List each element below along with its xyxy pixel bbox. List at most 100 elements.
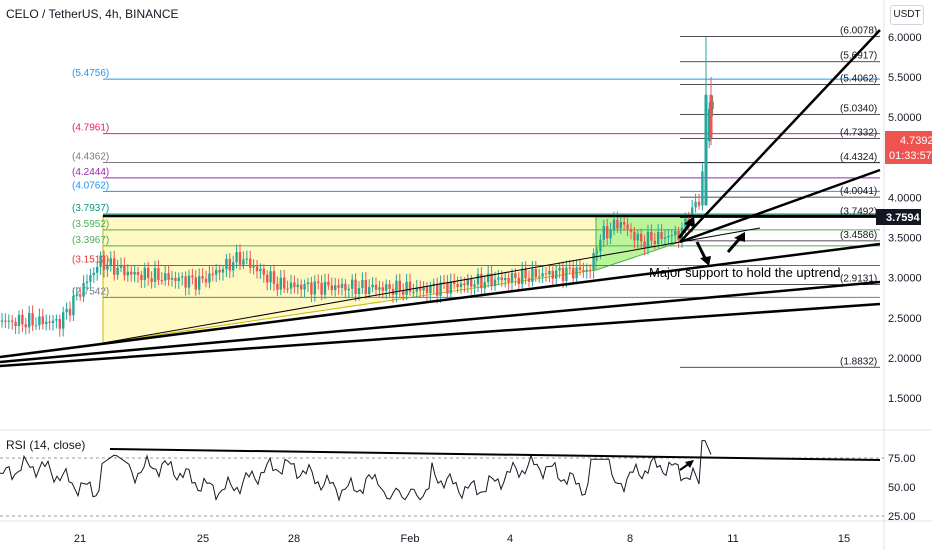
ext-level-label: (5.0340) xyxy=(840,103,877,114)
candle-body xyxy=(364,279,367,294)
candle-body xyxy=(609,230,612,239)
candle-body xyxy=(415,287,418,292)
candle-body xyxy=(374,284,378,290)
candle-body xyxy=(470,279,473,287)
price-tick-label: 2.0000 xyxy=(888,353,922,365)
candle-body xyxy=(510,273,514,283)
fib-level-label: (4.2444) xyxy=(72,167,109,178)
candle-body xyxy=(555,270,558,279)
candle-body xyxy=(208,273,211,283)
candle-body xyxy=(113,258,116,275)
candle-body xyxy=(531,268,534,282)
candle-body xyxy=(385,284,388,291)
candle-body xyxy=(599,239,602,252)
rsi-trendline[interactable] xyxy=(109,448,881,461)
rsi-line xyxy=(0,440,712,502)
trendline-steep[interactable] xyxy=(679,29,881,243)
ext-level-label: (4.0041) xyxy=(840,186,877,197)
candle-body xyxy=(439,282,442,296)
price-tick-label: 5.0000 xyxy=(888,112,922,124)
price-tick-label: 6.0000 xyxy=(888,32,922,44)
candle-body xyxy=(48,321,51,323)
candle-body xyxy=(453,281,456,285)
candle-body xyxy=(629,229,633,232)
candle-body xyxy=(663,237,667,239)
ext-level-label: (5.6917) xyxy=(840,51,877,62)
candle-body xyxy=(548,270,551,275)
ext-level-label: (4.4324) xyxy=(840,152,877,163)
candle-body xyxy=(568,267,571,269)
candle-body xyxy=(592,252,595,271)
candle-body xyxy=(419,287,422,291)
fib-level-label: (4.7961) xyxy=(72,123,109,134)
candle-body xyxy=(612,219,616,231)
trendline-mid[interactable] xyxy=(679,168,881,244)
candle-body xyxy=(140,274,143,280)
candle-body xyxy=(643,241,646,248)
candle-body xyxy=(405,281,408,295)
price-tick-label: 2.5000 xyxy=(888,313,922,325)
candle-body xyxy=(334,285,337,291)
candle-body xyxy=(487,273,490,283)
candle-body xyxy=(313,281,316,295)
candle-body xyxy=(708,108,711,142)
rsi-title: RSI (14, close) xyxy=(6,438,86,452)
time-tick-label: 15 xyxy=(838,533,850,545)
candle-body xyxy=(150,278,153,282)
candle-body xyxy=(561,267,565,282)
candle-body xyxy=(242,259,245,265)
candle-body xyxy=(619,221,622,229)
candle-body xyxy=(527,278,531,282)
candle-body xyxy=(660,232,663,239)
candle-body xyxy=(388,284,391,289)
last-price-badge xyxy=(885,131,932,164)
candle-body xyxy=(551,270,554,279)
candle-body xyxy=(640,233,643,242)
candle-body xyxy=(320,282,323,295)
trendline-3[interactable] xyxy=(0,302,881,368)
trendline-2[interactable] xyxy=(0,280,881,364)
fib-level-label: (2.7542) xyxy=(72,286,109,297)
candle-body xyxy=(578,267,582,270)
candle-body xyxy=(41,316,44,325)
candle-body xyxy=(157,268,160,281)
countdown-label: 01:33:57 xyxy=(889,150,932,162)
candle-body xyxy=(286,288,289,290)
candle-body xyxy=(160,280,163,282)
candle-body xyxy=(368,287,371,294)
ext-level-label: (3.4586) xyxy=(840,230,877,241)
candle-body xyxy=(456,284,459,288)
currency-selector[interactable]: USDT xyxy=(890,5,924,25)
price-tick-label: 4.0000 xyxy=(888,192,922,204)
price-tick-label: 1.5000 xyxy=(888,393,922,405)
candle-body xyxy=(327,281,330,286)
candle-body xyxy=(45,321,48,325)
candle-body xyxy=(92,272,95,276)
yellow-zone-bottom-line[interactable] xyxy=(102,227,761,344)
candle-body xyxy=(184,276,187,288)
candle-body xyxy=(153,268,157,282)
candle-body xyxy=(75,295,78,297)
candle-body xyxy=(279,277,282,290)
candle-body xyxy=(4,320,7,322)
trendline-1[interactable] xyxy=(0,242,881,359)
candle-body xyxy=(711,101,714,109)
support-annotation: Major support to hold the uptrend xyxy=(649,265,841,280)
candle-body xyxy=(626,224,629,230)
candle-body xyxy=(65,308,68,313)
ext-level-label: (6.0078) xyxy=(840,25,877,36)
time-tick-label: 21 xyxy=(74,533,86,545)
candle-body xyxy=(28,313,31,328)
rsi-tick-label: 50.00 xyxy=(888,482,916,494)
candle-body xyxy=(133,271,136,275)
candle-body xyxy=(296,284,299,288)
candle-body xyxy=(595,251,599,253)
candle-body xyxy=(82,283,85,297)
fib-level-label: (3.1512) xyxy=(72,255,109,266)
ext-level-label: (1.8832) xyxy=(840,356,877,367)
candle-body xyxy=(650,231,653,241)
candle-body xyxy=(272,271,276,284)
candle-body xyxy=(504,278,507,281)
candle-body xyxy=(72,295,75,316)
